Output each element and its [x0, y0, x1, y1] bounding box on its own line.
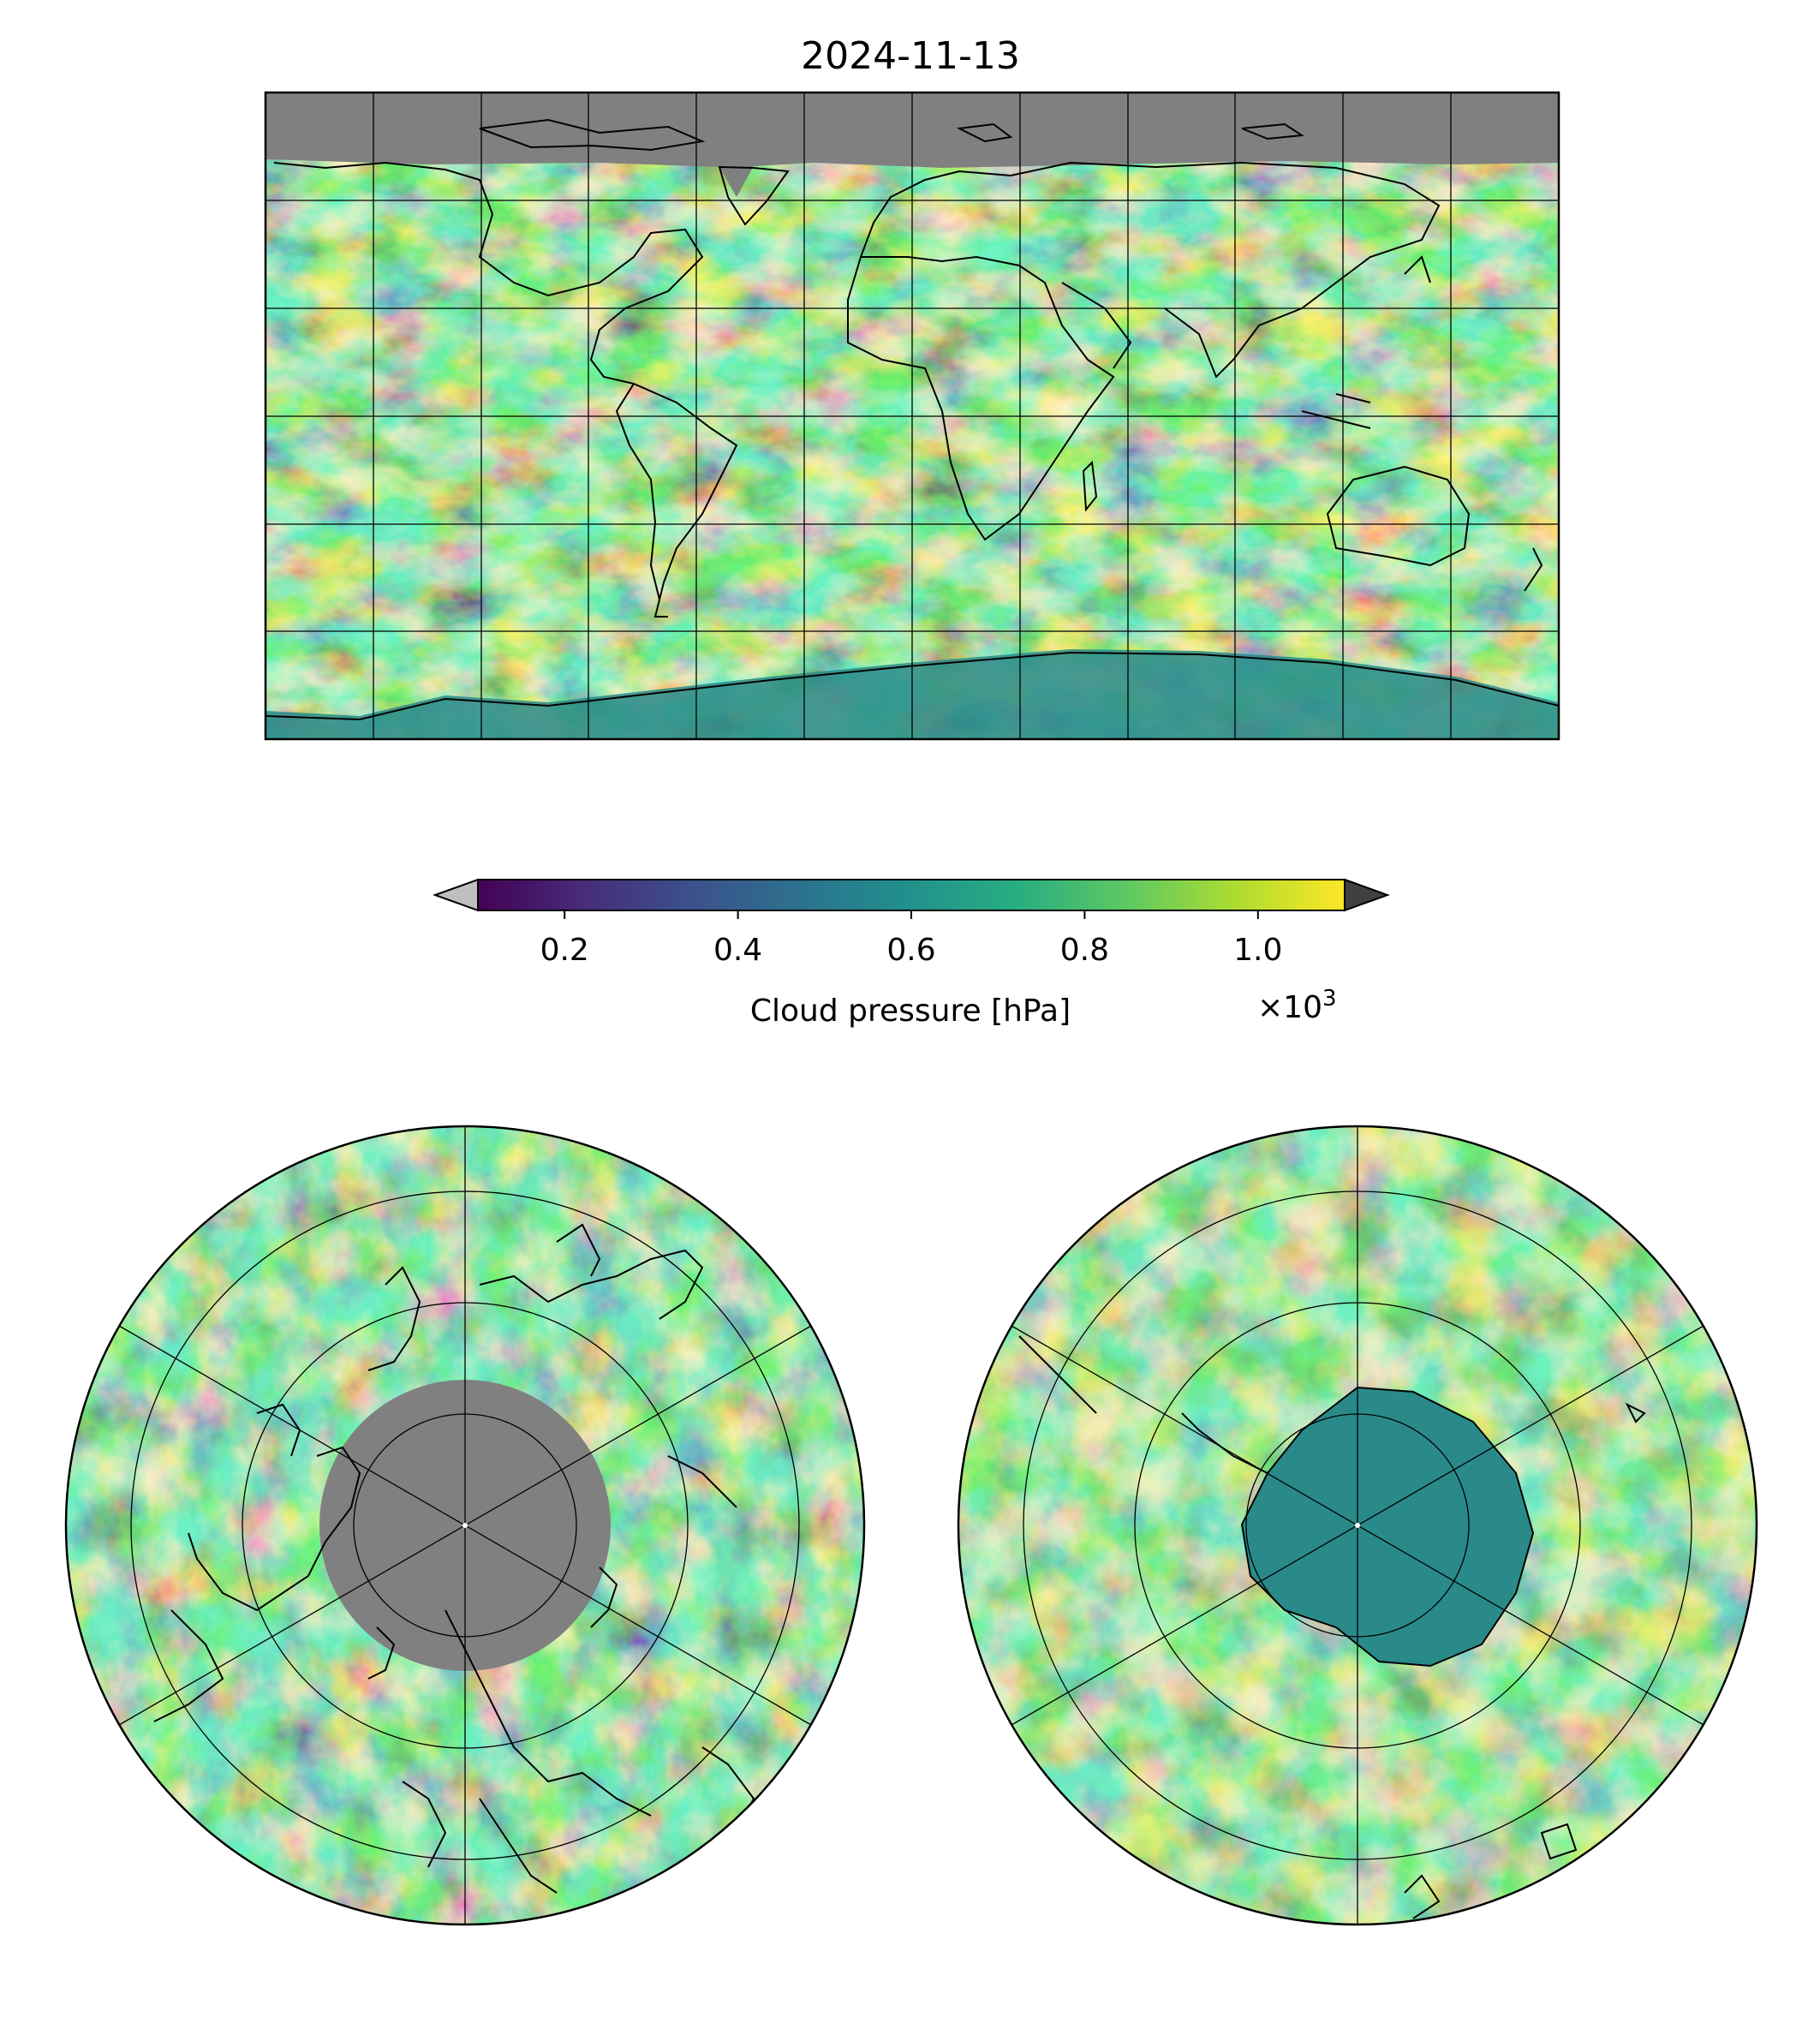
colorbar-tick-label: 0.4 [713, 933, 762, 968]
colorbar-ticks: 0.2 0.4 0.6 0.8 1.0 [540, 910, 1282, 968]
global-map [264, 91, 1560, 741]
colorbar-multiplier-exponent: 3 [1322, 986, 1337, 1012]
south-polar-map [957, 1125, 1758, 1926]
colorbar-tick-label: 0.8 [1060, 933, 1109, 968]
south-coastlines [1018, 1335, 1646, 1919]
colorbar-under-extension [433, 878, 479, 912]
colorbar-gradient [478, 880, 1345, 910]
north-coastlines [153, 1223, 755, 1894]
south-map-frame [957, 1125, 1758, 1926]
colorbar-tick-label: 0.2 [540, 933, 589, 968]
global-graticule [266, 92, 1559, 739]
global-coastlines [266, 118, 1559, 721]
colorbar-tick-label: 1.0 [1233, 933, 1282, 968]
south-antarctica-plateau [1242, 1387, 1533, 1666]
colorbar-label: Cloud pressure [hPa] [750, 994, 1071, 1029]
north-pole-marker [462, 1523, 468, 1528]
global-map-frame [264, 91, 1560, 741]
north-map-frame [64, 1125, 866, 1926]
colorbar-multiplier: ×103 [1257, 986, 1337, 1025]
colorbar: 0.2 0.4 0.6 0.8 1.0 Cloud pressure [hPa] ×10… [433, 878, 1390, 1029]
colorbar-tick-label: 0.6 [886, 933, 935, 968]
figure-title: 2024-11-13 [801, 34, 1020, 78]
south-pole-marker [1355, 1523, 1360, 1528]
north-polar-map [64, 1125, 866, 1926]
colorbar-over-extension [1344, 878, 1390, 912]
